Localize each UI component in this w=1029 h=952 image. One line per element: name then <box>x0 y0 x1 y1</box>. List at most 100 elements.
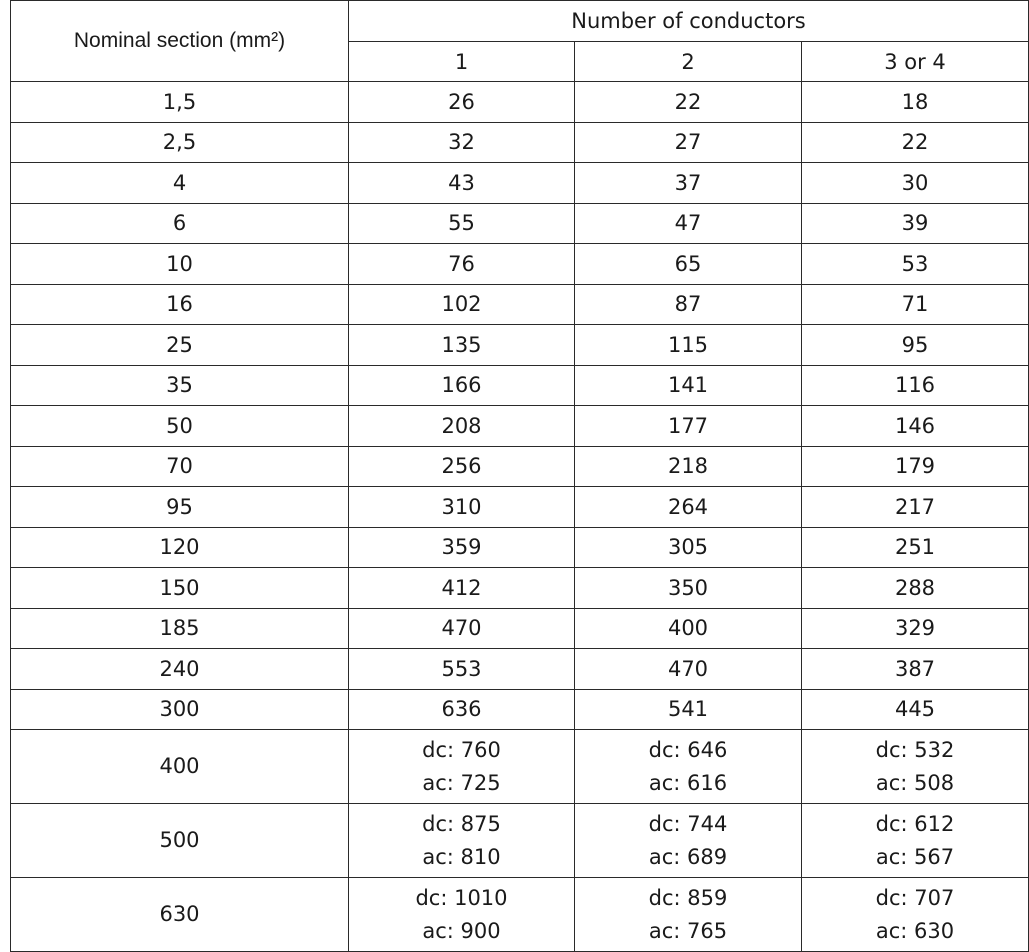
value-cell: 43 <box>348 162 575 204</box>
dual-value-cell: dc: 744 ac: 689 <box>574 803 802 878</box>
value-cell: 47 <box>574 202 802 244</box>
table-row: 95 310 264 217 <box>10 486 1029 528</box>
section-cell: 95 <box>10 486 349 528</box>
section-cell: 1,5 <box>10 81 349 123</box>
value-cell: 636 <box>348 688 575 730</box>
section-cell: 400 <box>10 729 349 804</box>
table-row: 6 55 47 39 <box>10 202 1029 244</box>
value-cell: 218 <box>574 445 802 487</box>
section-cell: 185 <box>10 607 349 649</box>
dc-value: dc: 875 <box>422 811 501 836</box>
section-cell: 50 <box>10 405 349 447</box>
ac-value: ac: 689 <box>648 844 728 869</box>
value-cell: 32 <box>348 121 575 163</box>
value-cell: 177 <box>574 405 802 447</box>
ac-value: ac: 900 <box>422 918 501 943</box>
value-cell: 146 <box>801 405 1029 447</box>
table-row: 150 412 350 288 <box>10 567 1029 609</box>
section-cell: 35 <box>10 364 349 406</box>
value-cell: 305 <box>574 526 802 568</box>
dc-value: dc: 859 <box>648 885 728 910</box>
ac-value: ac: 508 <box>875 770 955 795</box>
value-cell: 288 <box>801 567 1029 609</box>
value-cell: 412 <box>348 567 575 609</box>
dual-value-cell: dc: 612 ac: 567 <box>801 803 1029 878</box>
ac-value: ac: 630 <box>875 918 955 943</box>
section-cell: 150 <box>10 567 349 609</box>
table-row: 1,5 26 22 18 <box>10 81 1029 123</box>
ac-value: ac: 725 <box>422 770 501 795</box>
section-cell: 500 <box>10 803 349 878</box>
section-cell: 6 <box>10 202 349 244</box>
section-cell: 25 <box>10 324 349 366</box>
dc-value: dc: 1010 <box>415 885 508 910</box>
ac-value: ac: 765 <box>648 918 728 943</box>
section-cell: 70 <box>10 445 349 487</box>
section-cell: 240 <box>10 648 349 690</box>
value-cell: 470 <box>348 607 575 649</box>
value-cell: 541 <box>574 688 802 730</box>
dual-value-cell: dc: 646 ac: 616 <box>574 729 802 804</box>
value-cell: 329 <box>801 607 1029 649</box>
value-cell: 18 <box>801 81 1029 123</box>
value-cell: 27 <box>574 121 802 163</box>
dual-value-cell: dc: 707 ac: 630 <box>801 877 1029 952</box>
value-cell: 251 <box>801 526 1029 568</box>
value-cell: 256 <box>348 445 575 487</box>
value-cell: 166 <box>348 364 575 406</box>
value-cell: 310 <box>348 486 575 528</box>
value-cell: 553 <box>348 648 575 690</box>
dc-value: dc: 532 <box>875 737 955 762</box>
table-row: 185 470 400 329 <box>10 607 1029 649</box>
value-cell: 264 <box>574 486 802 528</box>
dc-value: dc: 612 <box>875 811 955 836</box>
value-cell: 65 <box>574 243 802 285</box>
value-cell: 350 <box>574 567 802 609</box>
conductors-col-2-header: 2 <box>574 41 802 82</box>
section-cell: 630 <box>10 877 349 952</box>
table-body: 1,5 26 22 18 2,5 32 27 22 4 43 37 30 6 5… <box>10 81 1029 952</box>
number-of-conductors-header: Number of conductors <box>348 0 1029 42</box>
value-cell: 135 <box>348 324 575 366</box>
value-cell: 55 <box>348 202 575 244</box>
dc-value: dc: 744 <box>648 811 728 836</box>
nominal-section-header: Nominal section (mm²) <box>10 0 349 82</box>
value-cell: 95 <box>801 324 1029 366</box>
value-cell: 116 <box>801 364 1029 406</box>
dc-value: dc: 707 <box>875 885 955 910</box>
section-cell: 10 <box>10 243 349 285</box>
dc-value: dc: 760 <box>422 737 501 762</box>
value-cell: 22 <box>801 121 1029 163</box>
section-cell: 120 <box>10 526 349 568</box>
value-cell: 87 <box>574 283 802 325</box>
dual-value-cell: dc: 532 ac: 508 <box>801 729 1029 804</box>
value-cell: 76 <box>348 243 575 285</box>
value-cell: 208 <box>348 405 575 447</box>
value-cell: 22 <box>574 81 802 123</box>
value-cell: 39 <box>801 202 1029 244</box>
value-cell: 37 <box>574 162 802 204</box>
table-row: 240 553 470 387 <box>10 648 1029 690</box>
current-capacity-table: Nominal section (mm²) Number of conducto… <box>10 0 1029 952</box>
ac-value: ac: 616 <box>648 770 728 795</box>
value-cell: 102 <box>348 283 575 325</box>
table-row: 25 135 115 95 <box>10 324 1029 366</box>
value-cell: 359 <box>348 526 575 568</box>
section-cell: 2,5 <box>10 121 349 163</box>
table-row-dual: 400 dc: 760 ac: 725 dc: 646 ac: 616 dc: … <box>10 729 1029 804</box>
table-row-dual: 630 dc: 1010 ac: 900 dc: 859 ac: 765 dc:… <box>10 877 1029 952</box>
value-cell: 179 <box>801 445 1029 487</box>
ac-value: ac: 810 <box>422 844 501 869</box>
value-cell: 470 <box>574 648 802 690</box>
value-cell: 53 <box>801 243 1029 285</box>
value-cell: 141 <box>574 364 802 406</box>
table-row: 120 359 305 251 <box>10 526 1029 568</box>
value-cell: 115 <box>574 324 802 366</box>
table-row: 2,5 32 27 22 <box>10 121 1029 163</box>
value-cell: 217 <box>801 486 1029 528</box>
table-row: 50 208 177 146 <box>10 405 1029 447</box>
table-row: 35 166 141 116 <box>10 364 1029 406</box>
section-cell: 4 <box>10 162 349 204</box>
dual-value-cell: dc: 875 ac: 810 <box>348 803 575 878</box>
table-header: Nominal section (mm²) Number of conducto… <box>10 0 1029 82</box>
